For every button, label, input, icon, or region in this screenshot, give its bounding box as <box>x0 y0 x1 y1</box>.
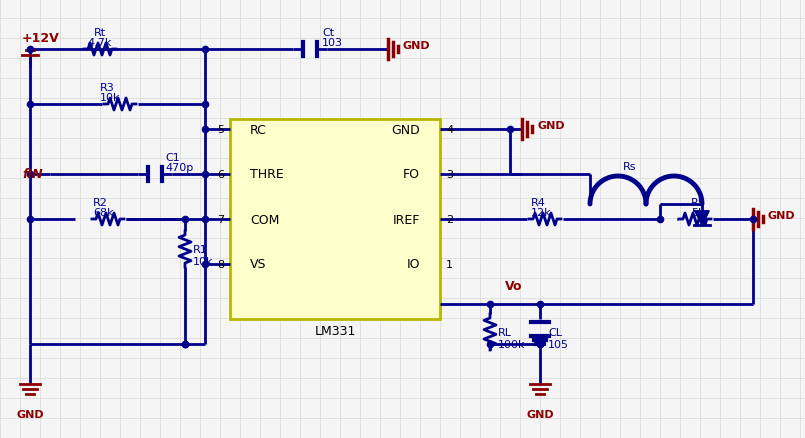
Text: 7: 7 <box>217 215 224 225</box>
Text: THRE: THRE <box>250 168 283 181</box>
Text: 12k: 12k <box>531 208 551 218</box>
Text: Rs: Rs <box>623 162 637 172</box>
Text: 1: 1 <box>446 259 453 269</box>
Text: 470p: 470p <box>165 162 193 173</box>
Text: C1: C1 <box>165 153 180 162</box>
Text: 3: 3 <box>446 170 453 180</box>
Text: FO: FO <box>403 168 420 181</box>
Text: fIN: fIN <box>22 168 43 181</box>
Text: 103: 103 <box>322 38 343 48</box>
Text: VS: VS <box>250 258 266 271</box>
Text: R2: R2 <box>93 198 108 208</box>
Text: 5: 5 <box>217 125 224 135</box>
Text: 5k: 5k <box>691 208 704 218</box>
Text: 105: 105 <box>548 339 569 349</box>
Text: 4: 4 <box>446 125 453 135</box>
Text: 2: 2 <box>446 215 453 225</box>
Text: R3: R3 <box>100 83 115 93</box>
Text: GND: GND <box>391 123 420 136</box>
Text: 6: 6 <box>217 170 224 180</box>
Text: CL: CL <box>548 327 562 337</box>
Text: 4.7k: 4.7k <box>88 38 112 48</box>
Text: 10k: 10k <box>193 256 213 266</box>
Text: 8: 8 <box>217 259 224 269</box>
Text: GND: GND <box>767 211 795 220</box>
Text: GND: GND <box>16 409 43 419</box>
Text: COM: COM <box>250 213 279 226</box>
Text: GND: GND <box>402 41 430 51</box>
Text: 68k: 68k <box>93 208 114 218</box>
Text: R5: R5 <box>691 198 706 208</box>
Text: R1: R1 <box>193 244 208 254</box>
Text: 10k: 10k <box>100 93 121 103</box>
Text: GND: GND <box>538 121 566 131</box>
Polygon shape <box>695 212 709 226</box>
Text: IO: IO <box>407 258 420 271</box>
Text: +12V: +12V <box>22 32 60 45</box>
Text: GND: GND <box>526 409 554 419</box>
Text: Vo: Vo <box>505 279 522 292</box>
Text: Rt: Rt <box>94 28 106 38</box>
Bar <box>230 120 440 319</box>
Text: Ct: Ct <box>322 28 334 38</box>
Text: IREF: IREF <box>393 213 420 226</box>
Text: R4: R4 <box>531 198 546 208</box>
Text: RC: RC <box>250 123 267 136</box>
Text: LM331: LM331 <box>314 324 356 337</box>
Text: 100k: 100k <box>498 339 526 349</box>
Text: RL: RL <box>498 327 512 337</box>
